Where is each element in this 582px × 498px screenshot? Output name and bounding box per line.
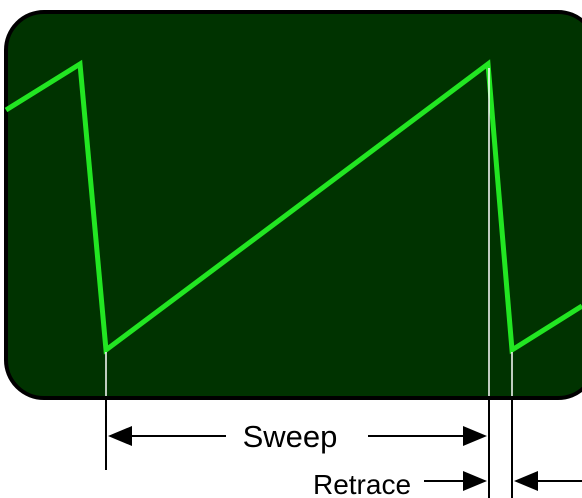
retrace-dimension: Retrace xyxy=(313,469,582,498)
oscilloscope-screen xyxy=(4,10,582,400)
sweep-left-arrowhead xyxy=(108,426,132,446)
retrace-right-arrowhead xyxy=(514,471,538,491)
sweep-dimension: Sweep xyxy=(108,419,487,454)
retrace-left-arrowhead xyxy=(463,471,487,491)
sweep-right-arrowhead xyxy=(463,426,487,446)
sweep-label: Sweep xyxy=(243,419,338,454)
sawtooth-trace xyxy=(4,59,582,355)
retrace-label: Retrace xyxy=(313,469,411,498)
